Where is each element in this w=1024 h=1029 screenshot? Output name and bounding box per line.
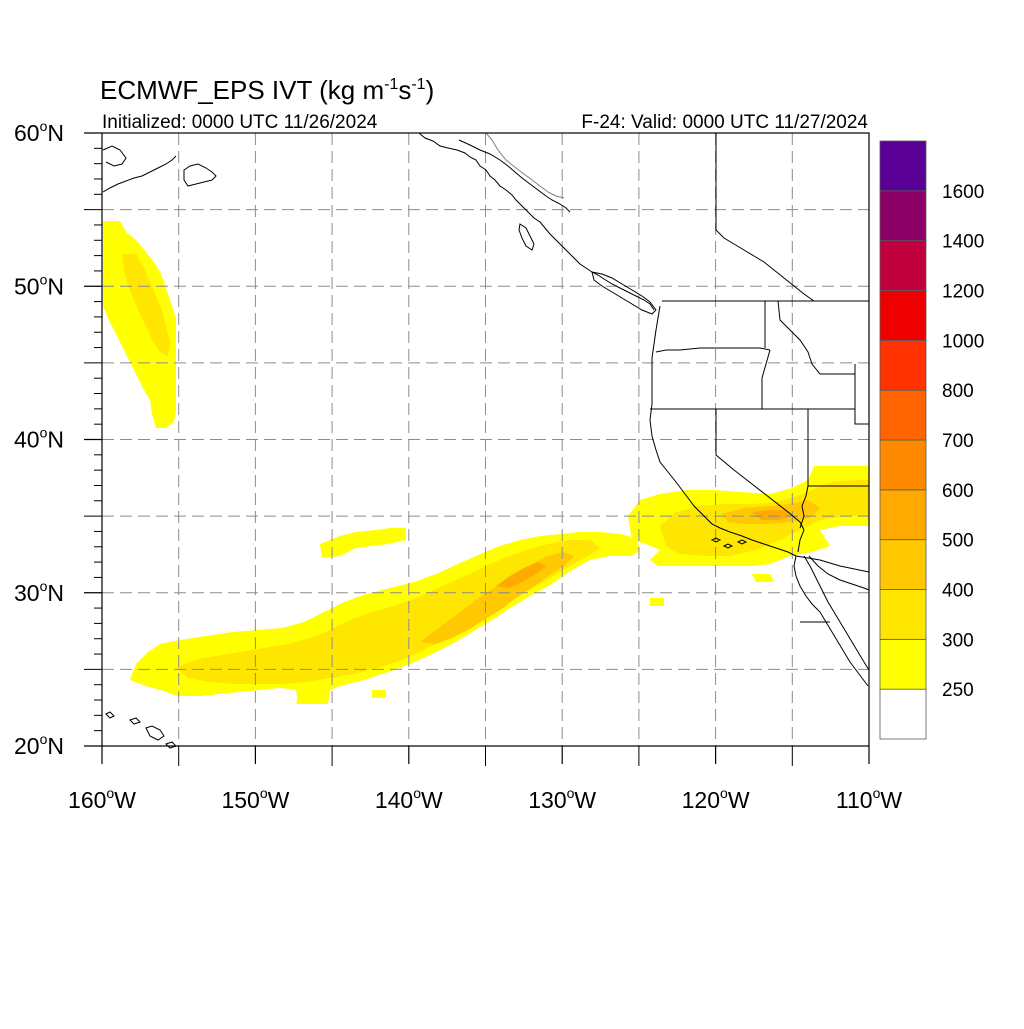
y-tick-label: 20oN bbox=[14, 731, 64, 759]
colorbar-swatch bbox=[879, 339, 927, 391]
x-tick-label: 110oW bbox=[836, 785, 902, 813]
coastline-vancouver-island bbox=[591, 271, 657, 315]
gridlines bbox=[102, 133, 869, 746]
colorbar-label: 500 bbox=[942, 531, 974, 552]
alaska-bc-border bbox=[485, 132, 565, 199]
x-tick-label: 160oW bbox=[68, 785, 136, 813]
coastline-kodiak bbox=[183, 163, 217, 187]
colorbar-label: 700 bbox=[942, 431, 974, 452]
valid-time-label: F-24: Valid: 0000 UTC 11/27/2024 bbox=[581, 112, 868, 133]
border-ca-nv bbox=[715, 409, 805, 553]
colorbar-swatch bbox=[879, 240, 927, 291]
colorbar-swatch bbox=[879, 439, 927, 491]
coastline-alaska-inner bbox=[458, 139, 571, 213]
ivt-gulf-of-alaska-plume-core bbox=[122, 254, 170, 356]
border-wy bbox=[854, 364, 869, 425]
ivt-shading-layer bbox=[103, 221, 869, 704]
y-tick-label: 40oN bbox=[14, 425, 64, 453]
y-tick-label: 60oN bbox=[14, 118, 64, 146]
y-tick-label: 30oN bbox=[14, 578, 64, 606]
border-us-mexico bbox=[795, 555, 870, 573]
coastline-haida-gwaii bbox=[518, 223, 535, 251]
ivt-small-cell bbox=[650, 598, 664, 606]
coastline-kenai bbox=[102, 145, 127, 167]
bc-interior-border bbox=[715, 133, 815, 302]
x-tick-label: 120oW bbox=[682, 785, 750, 813]
ivt-small-cell bbox=[296, 690, 330, 704]
colorado-river bbox=[799, 485, 809, 529]
border-wa-or bbox=[655, 347, 771, 353]
colorbar-label: 1000 bbox=[942, 331, 984, 352]
colorbar-swatch bbox=[879, 638, 927, 690]
coastline-mainland-mexico bbox=[808, 555, 870, 591]
map-axes: 160oW 150oW 140oW 130oW 120oW 110oW 60oN 50oN 40… bbox=[14, 118, 902, 813]
ivt-small-cell bbox=[372, 690, 386, 698]
colorbar-label: 400 bbox=[942, 581, 974, 602]
colorbar-label: 1400 bbox=[942, 232, 984, 253]
channel-islands bbox=[710, 537, 748, 549]
colorbar-label: 1200 bbox=[942, 282, 984, 303]
colorbar: 250 300 400 500 600 700 800 1000 1200 1400 1600 bbox=[879, 140, 984, 740]
coastline-us-west bbox=[649, 305, 797, 557]
ivt-atmospheric-river-main-mid bbox=[176, 540, 600, 684]
coastline-hawaii bbox=[105, 711, 177, 749]
border-id-mt bbox=[777, 300, 855, 375]
init-time-label: Initialized: 0000 UTC 11/26/2024 bbox=[102, 112, 378, 133]
ivt-small-cell bbox=[320, 528, 406, 558]
colorbar-swatch bbox=[879, 290, 927, 341]
colorbar-label: 1600 bbox=[942, 182, 984, 203]
ivt-atmospheric-river-main-core bbox=[420, 552, 574, 644]
ivt-atmospheric-river-main-max bbox=[496, 562, 546, 588]
colorbar-label: 600 bbox=[942, 481, 974, 502]
coastlines-and-borders bbox=[102, 132, 870, 749]
colorbar-swatch bbox=[879, 140, 927, 192]
ivt-gulf-of-alaska-plume bbox=[103, 221, 176, 428]
colorbar-swatch bbox=[879, 539, 927, 590]
colorbar-swatch bbox=[879, 489, 927, 541]
map-title: ECMWF_EPS IVT (kg m-1s-1) bbox=[100, 75, 434, 105]
coastline-gulf-of-alaska bbox=[102, 155, 177, 193]
colorbar-label: 800 bbox=[942, 381, 974, 402]
y-tick-label: 50oN bbox=[14, 271, 64, 299]
colorbar-label: 250 bbox=[942, 680, 974, 701]
coastline-alaska-panhandle bbox=[418, 132, 655, 311]
colorbar-swatch bbox=[879, 389, 927, 441]
colorbar-label: 300 bbox=[942, 630, 974, 651]
colorbar-swatch bbox=[879, 688, 927, 740]
x-tick-label: 130oW bbox=[528, 785, 596, 813]
ivt-southern-california-plume-max bbox=[752, 510, 792, 520]
x-tick-label: 150oW bbox=[221, 785, 289, 813]
colorbar-swatch bbox=[879, 190, 927, 242]
x-tick-label: 140oW bbox=[375, 785, 443, 813]
border-or-id bbox=[761, 349, 771, 409]
map-panel bbox=[101, 132, 870, 749]
ivt-small-cell bbox=[752, 574, 774, 582]
colorbar-swatch bbox=[879, 589, 927, 640]
coastline-baja-gulf bbox=[803, 555, 870, 671]
